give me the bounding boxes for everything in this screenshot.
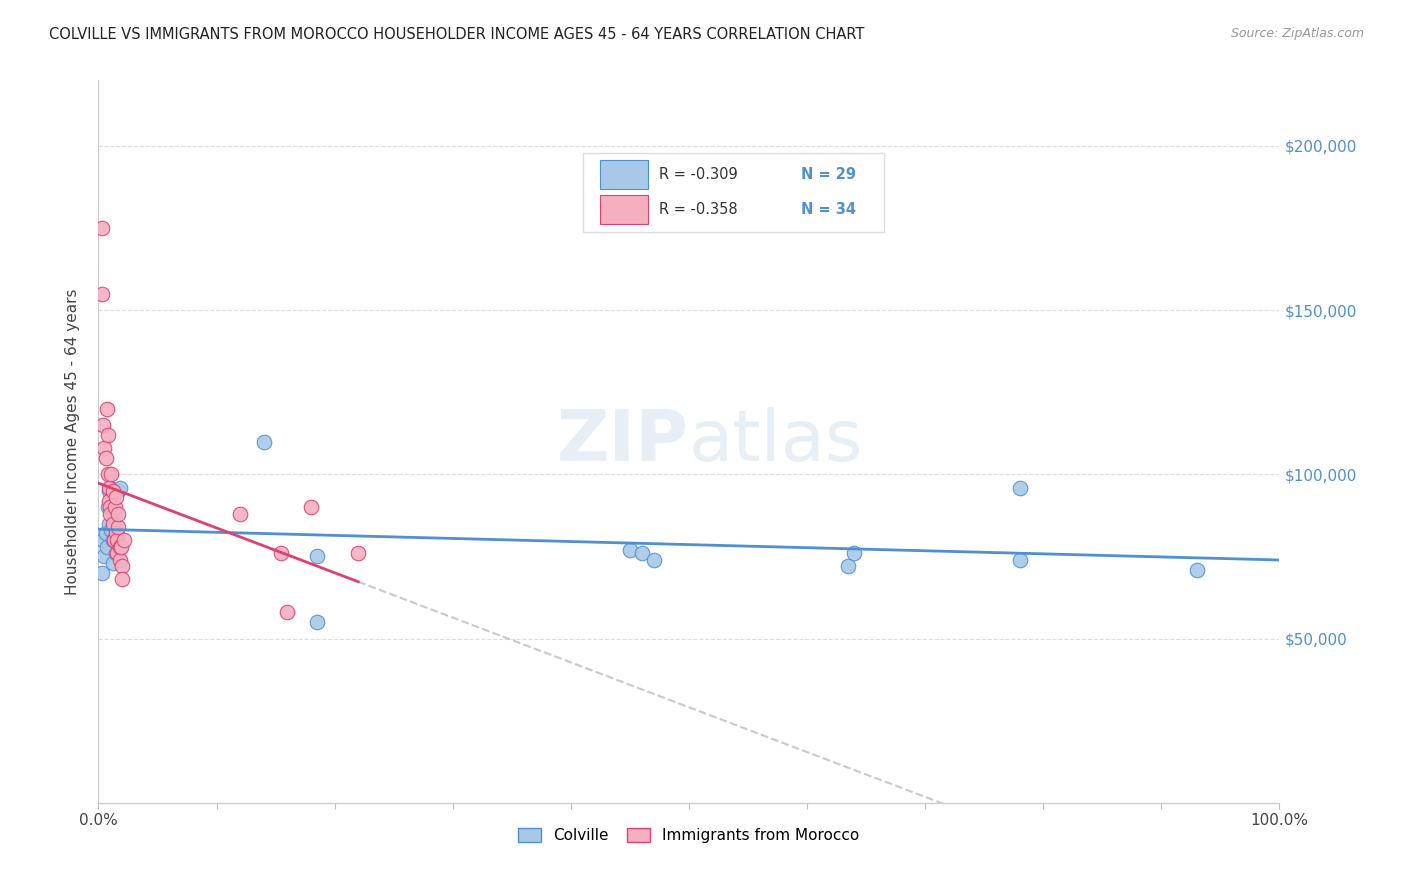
Point — [93, 549, 115, 564]
Point — [630, 546, 652, 560]
Point — [94, 526, 117, 541]
Point — [94, 450, 117, 465]
Text: N = 34: N = 34 — [801, 202, 856, 217]
Point — [98, 483, 121, 498]
Point — [1008, 553, 1031, 567]
Point — [101, 483, 124, 498]
Point — [1185, 563, 1208, 577]
Point — [305, 615, 328, 630]
Point — [98, 493, 121, 508]
Point — [1008, 481, 1031, 495]
Legend: Colville, Immigrants from Morocco: Colville, Immigrants from Morocco — [512, 822, 866, 849]
Text: atlas: atlas — [689, 407, 863, 476]
Text: R = -0.309: R = -0.309 — [659, 168, 738, 183]
Point — [105, 533, 128, 547]
Text: ZIP: ZIP — [557, 407, 689, 476]
Point — [91, 221, 114, 235]
Point — [111, 573, 134, 587]
Point — [91, 286, 114, 301]
Text: COLVILLE VS IMMIGRANTS FROM MOROCCO HOUSEHOLDER INCOME AGES 45 - 64 YEARS CORREL: COLVILLE VS IMMIGRANTS FROM MOROCCO HOUS… — [49, 27, 865, 42]
Point — [108, 481, 131, 495]
Point — [111, 559, 134, 574]
Point — [299, 500, 322, 515]
FancyBboxPatch shape — [600, 161, 648, 189]
Point — [100, 523, 122, 537]
Point — [112, 533, 135, 547]
Point — [97, 467, 120, 482]
Point — [101, 533, 124, 547]
Point — [107, 520, 129, 534]
Point — [98, 516, 121, 531]
Point — [105, 546, 128, 560]
Point — [98, 481, 121, 495]
Y-axis label: Householder Income Ages 45 - 64 years: Householder Income Ages 45 - 64 years — [65, 288, 80, 595]
Point — [107, 507, 129, 521]
Point — [96, 540, 118, 554]
Point — [97, 500, 120, 515]
Text: R = -0.358: R = -0.358 — [659, 202, 738, 217]
Point — [105, 546, 128, 560]
Point — [105, 526, 128, 541]
Point — [305, 549, 328, 564]
Point — [98, 507, 121, 521]
Point — [96, 401, 118, 416]
Point — [104, 520, 127, 534]
Point — [643, 553, 665, 567]
Point — [229, 507, 252, 521]
Point — [103, 507, 125, 521]
Point — [107, 483, 129, 498]
Point — [276, 605, 298, 619]
Point — [105, 536, 128, 550]
Point — [619, 542, 641, 557]
Point — [108, 540, 131, 554]
FancyBboxPatch shape — [600, 195, 648, 224]
Point — [98, 500, 121, 515]
Point — [91, 566, 114, 580]
Text: N = 29: N = 29 — [801, 168, 856, 183]
Point — [103, 533, 125, 547]
Point — [98, 481, 121, 495]
Point — [108, 553, 131, 567]
FancyBboxPatch shape — [582, 153, 884, 232]
Point — [97, 428, 120, 442]
Point — [93, 441, 115, 455]
Point — [105, 491, 128, 505]
Point — [101, 556, 124, 570]
Point — [110, 540, 132, 554]
Point — [104, 500, 127, 515]
Point — [844, 546, 866, 560]
Point — [253, 434, 276, 449]
Point — [91, 533, 114, 547]
Point — [270, 546, 292, 560]
Text: Source: ZipAtlas.com: Source: ZipAtlas.com — [1230, 27, 1364, 40]
Point — [347, 546, 370, 560]
Point — [100, 467, 122, 482]
Point — [837, 559, 859, 574]
Point — [101, 516, 124, 531]
Point — [91, 418, 114, 433]
